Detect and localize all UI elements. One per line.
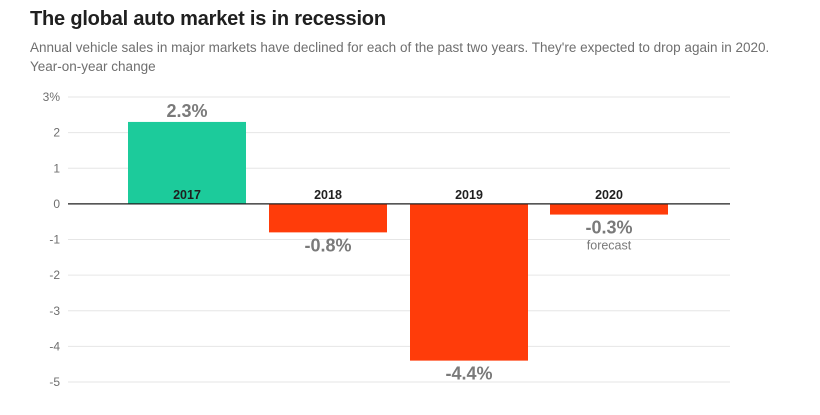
bar (128, 121, 246, 204)
chart-unit-label: Year-on-year change (30, 59, 156, 74)
category-label: 2018 (314, 188, 342, 202)
y-tick-label: 1 (53, 161, 60, 175)
y-tick-label: 3% (43, 90, 61, 104)
y-tick-label: -4 (49, 339, 60, 353)
value-label: -0.3% (585, 218, 632, 238)
value-label: -0.8% (304, 235, 351, 255)
bar (269, 203, 387, 233)
value-label: 2.3% (166, 101, 207, 121)
y-tick-label: 0 (53, 197, 60, 211)
chart-title: The global auto market is in recession (30, 8, 386, 30)
bar-layer (128, 121, 668, 361)
y-tick-label: -5 (49, 375, 60, 389)
y-tick-label: -2 (49, 268, 60, 282)
chart-subtitle-block: Annual vehicle sales in major markets ha… (30, 38, 790, 76)
value-label: -4.4% (445, 364, 492, 384)
category-label: 2019 (455, 188, 483, 202)
y-tick-label: 2 (53, 126, 60, 140)
y-tick-label: -3 (49, 304, 60, 318)
bar (550, 203, 668, 215)
bar (410, 203, 528, 361)
category-label: 2020 (595, 188, 623, 202)
y-tick-label: -1 (49, 233, 60, 247)
chart-subtitle: Annual vehicle sales in major markets ha… (30, 40, 770, 55)
forecast-note: forecast (587, 239, 632, 253)
label-layer: 3% 2 1 0 -1 -2 -3 -4 -5 2017 2.3% 2018 -0.8% 2019 -4.4… (43, 90, 633, 389)
category-label: 2017 (173, 188, 201, 202)
